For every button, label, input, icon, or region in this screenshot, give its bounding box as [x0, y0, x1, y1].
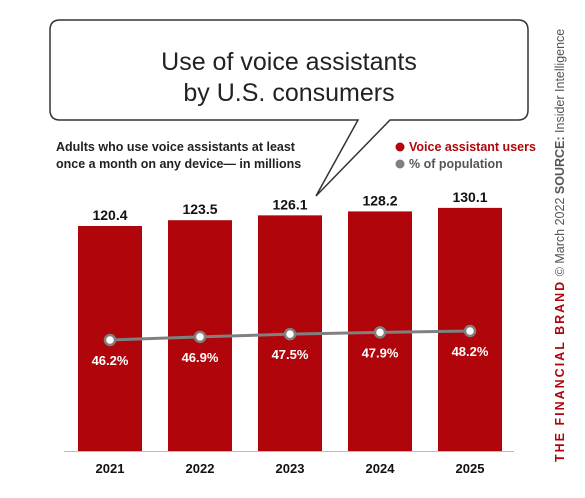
legend-label-line: % of population — [409, 157, 503, 171]
x-tick-label: 2024 — [366, 461, 396, 476]
x-tick-label: 2022 — [186, 461, 215, 476]
legend-swatch-bars — [395, 142, 405, 152]
source-label: SOURCE: — [553, 136, 567, 195]
line-point-2025 — [463, 324, 477, 338]
brand-name: THE FINANCIAL BRAND — [553, 279, 567, 462]
line-value-label: 47.5% — [272, 347, 309, 362]
chart-subtitle-line-1: Adults who use voice assistants at least — [56, 140, 296, 154]
x-tick-label: 2023 — [276, 461, 305, 476]
bar-value-label: 123.5 — [182, 201, 217, 217]
line-value-label: 46.9% — [182, 350, 219, 365]
bar-value-label: 126.1 — [272, 196, 307, 212]
line-point-2021 — [103, 333, 117, 347]
chart-title-line-1: Use of voice assistants — [161, 48, 417, 76]
source-name: Insider Intelligence — [553, 28, 567, 133]
line-value-label: 46.2% — [92, 353, 129, 368]
bar-value-label: 120.4 — [92, 207, 127, 223]
plot-area: 120.4 2021 123.5 2022 126.1 2023 128.2 2024 130.… — [64, 189, 514, 476]
bar-value-label: 130.1 — [452, 189, 487, 205]
bar-value-label: 128.2 — [362, 192, 397, 208]
legend: Voice assistant users % of population — [395, 140, 536, 171]
copyright: © March 2022 — [553, 197, 567, 277]
legend-swatch-line — [395, 159, 405, 169]
chart-title-line-2: by U.S. consumers — [183, 79, 394, 107]
x-tick-label: 2021 — [96, 461, 125, 476]
chart-subtitle-line-2: once a month on any device— in millions — [56, 157, 301, 171]
x-tick-label: 2025 — [456, 461, 485, 476]
line-point-2023 — [283, 327, 297, 341]
line-point-2024 — [373, 326, 387, 339]
source-credit: THE FINANCIAL BRAND © March 2022 SOURCE:… — [553, 29, 567, 462]
line-value-label: 47.9% — [362, 345, 399, 360]
legend-label-bars: Voice assistant users — [409, 140, 536, 154]
title-speech-bubble — [49, 19, 529, 197]
line-point-2022 — [193, 330, 207, 344]
line-value-label: 48.2% — [452, 344, 489, 359]
